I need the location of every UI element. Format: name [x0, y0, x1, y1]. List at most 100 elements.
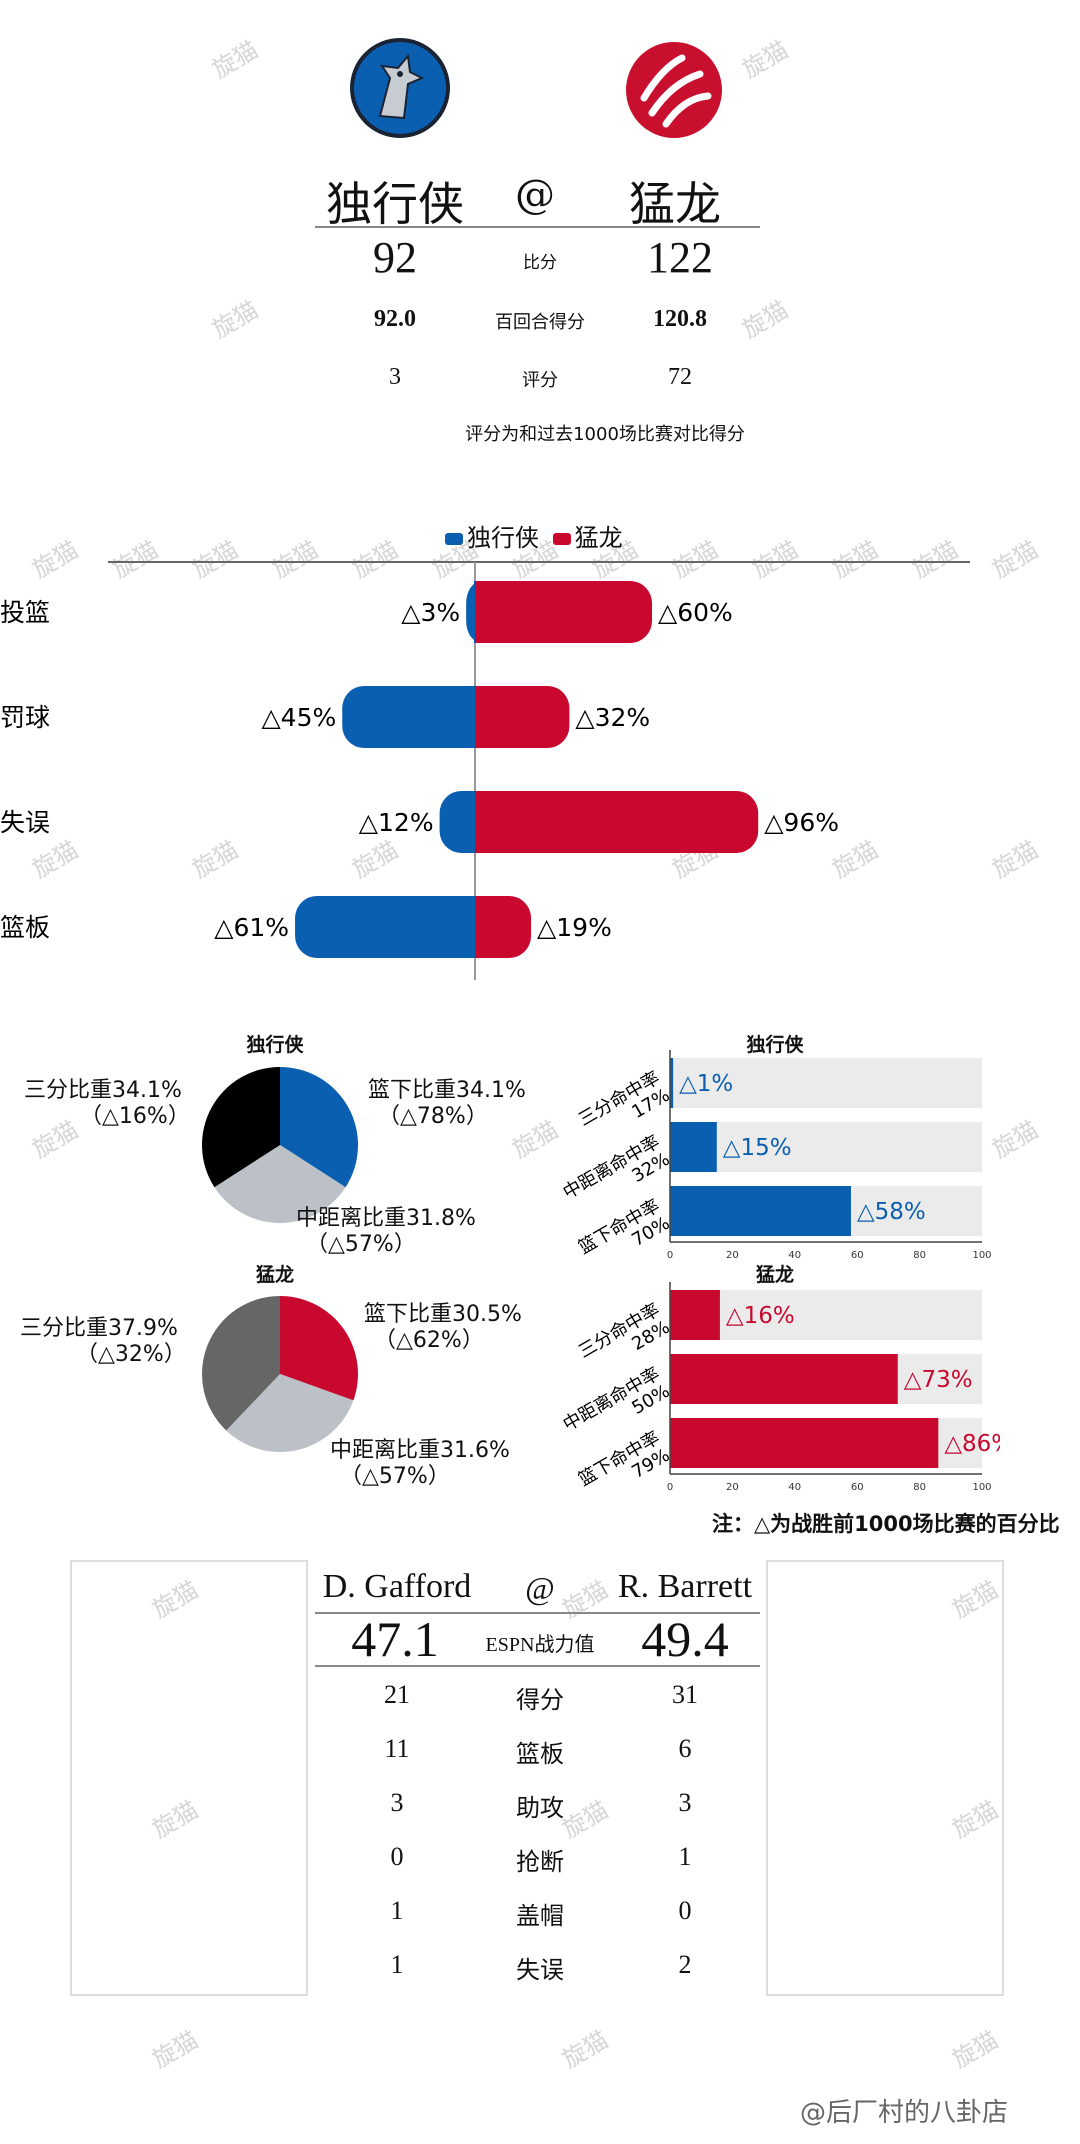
home-team-logo [622, 38, 726, 142]
pie-slice [280, 1067, 358, 1188]
pie-home-label-rim: 篮下比重30.5% （△62%） [364, 1302, 522, 1353]
diverging-value-label-away: △45% [261, 703, 336, 732]
away-rating-per100: 92.0 [374, 306, 416, 332]
diverging-value-label-away: △12% [359, 808, 434, 837]
hbar-tick-label: 0 [667, 1482, 673, 1492]
hbar-value-label: △1% [679, 1071, 733, 1097]
home-espn: 49.4 [641, 1611, 729, 1667]
player-away-stat: 0 [390, 1842, 404, 1871]
hbar-bar [670, 1354, 898, 1404]
player-away-stat: 3 [390, 1788, 404, 1817]
watermark-text: 旋猫 [207, 295, 264, 344]
away-espn: 47.1 [351, 1611, 439, 1667]
player-away-stat: 1 [390, 1950, 404, 1979]
player-home-stat: 2 [678, 1950, 692, 1979]
hbar-bar [670, 1058, 674, 1108]
hbar-tick-label: 0 [667, 1250, 673, 1260]
player-home-stat: 0 [678, 1896, 692, 1925]
hbar-tick-label: 40 [788, 1250, 801, 1260]
hbar-tick-label: 80 [913, 1250, 926, 1260]
footnote: 注：△为战胜前1000场比赛的百分比 [712, 1512, 1060, 1536]
hbar-chart-home: △16%三分命中率28%△73%中距离命中率50%△86%篮下命中率79%020… [559, 1282, 1000, 1492]
diverging-value-label-away: △61% [214, 913, 289, 942]
hbar-title-away: 独行侠 [746, 1034, 804, 1056]
diverging-bar-away [342, 686, 498, 748]
watermark-text: 旋猫 [947, 2025, 1004, 2074]
player-stat-label: 助攻 [516, 1796, 564, 1822]
diverging-bar-chart: 投篮 △3% △60% 罚球 △45% △32% 失误 △12% △96% 篮板 △61% △19% [0, 561, 970, 980]
pie-title-home: 猛龙 [255, 1264, 294, 1286]
grade-note: 评分为和过去1000场比赛对比得分 [465, 424, 745, 445]
player-at-symbol: @ [525, 1570, 555, 1606]
diverging-category-label: 篮板 [0, 913, 50, 942]
pie-home-label-three: 三分比重37.9% （△32%） [20, 1316, 186, 1367]
legend-swatch-home [552, 533, 571, 545]
player-away-stat: 21 [384, 1680, 410, 1709]
home-team-name: 猛龙 [629, 177, 721, 231]
pie-away-label-rim: 篮下比重34.1% （△78%） [368, 1078, 526, 1129]
legend-swatch-away [445, 533, 463, 545]
hbar-tick-label: 80 [913, 1482, 926, 1492]
pie-chart-home [201, 1296, 358, 1452]
pie-slice [202, 1067, 280, 1188]
home-score: 122 [647, 233, 713, 282]
player-stat-label: 得分 [516, 1688, 564, 1714]
hbar-title-home: 猛龙 [755, 1264, 794, 1286]
at-symbol: @ [515, 172, 555, 218]
pie-slice [214, 1145, 346, 1223]
player-home-stat: 3 [678, 1788, 692, 1817]
hbar-track [670, 1122, 982, 1172]
hbar-track [670, 1058, 982, 1108]
espn-label: ESPN战力值 [485, 1634, 595, 1656]
hbar-value-label: △73% [904, 1367, 973, 1393]
player-away-stat: 11 [384, 1734, 410, 1763]
diverging-bar-home [475, 581, 652, 643]
diverging-value-label-home: △96% [764, 808, 839, 837]
pie-slice [226, 1374, 354, 1452]
per100-label: 百回合得分 [495, 312, 585, 333]
hbar-value-label: △15% [723, 1135, 792, 1161]
home-player-photo-frame [766, 1560, 1004, 1996]
diverging-bar-away [295, 896, 498, 958]
hbar-tick-label: 20 [726, 1482, 739, 1492]
pie-away-label-mid: 中距离比重31.8% （△57%） [296, 1206, 476, 1257]
watermark-text: 旋猫 [557, 2025, 614, 2074]
hbar-tick-label: 100 [972, 1482, 991, 1492]
player-stat-label: 盖帽 [516, 1904, 564, 1930]
diverging-value-label-home: △32% [575, 703, 650, 732]
player-home-stat: 31 [672, 1680, 698, 1709]
hbar-value-label: △16% [726, 1303, 795, 1329]
away-player-name: D. Gafford [322, 1568, 472, 1605]
legend-label-home: 猛龙 [574, 524, 623, 552]
header-divider [315, 226, 760, 228]
hbar-tick-label: 100 [972, 1250, 991, 1260]
diverging-bar-home [475, 791, 759, 853]
diverging-bar-home [475, 896, 532, 958]
diverging-value-label-home: △60% [658, 598, 733, 627]
diverging-bar-home [475, 686, 570, 748]
diverging-category-label: 罚球 [0, 703, 50, 732]
credit: @后厂村的八卦店 [800, 2098, 1009, 2128]
watermark-text: 旋猫 [207, 35, 264, 84]
diverging-value-label-away: △3% [401, 598, 460, 627]
pie-slice [201, 1296, 280, 1431]
hbar-tick-label: 60 [851, 1250, 864, 1260]
player-away-stat: 1 [390, 1896, 404, 1925]
away-grade: 3 [389, 364, 401, 390]
hbar-tick-label: 20 [726, 1250, 739, 1260]
watermark-text: 旋猫 [737, 35, 794, 84]
pie-slice [280, 1296, 358, 1401]
player-stat-label: 失误 [516, 1958, 564, 1984]
player-divider-top [315, 1612, 760, 1614]
hbar-bar [670, 1122, 717, 1172]
score-label: 比分 [523, 253, 557, 273]
hbar-bar [670, 1290, 720, 1340]
watermark-text: 旋猫 [147, 2025, 204, 2074]
hbar-track [670, 1290, 982, 1340]
grade-label: 评分 [522, 370, 558, 391]
away-player-photo-frame [70, 1560, 308, 1996]
